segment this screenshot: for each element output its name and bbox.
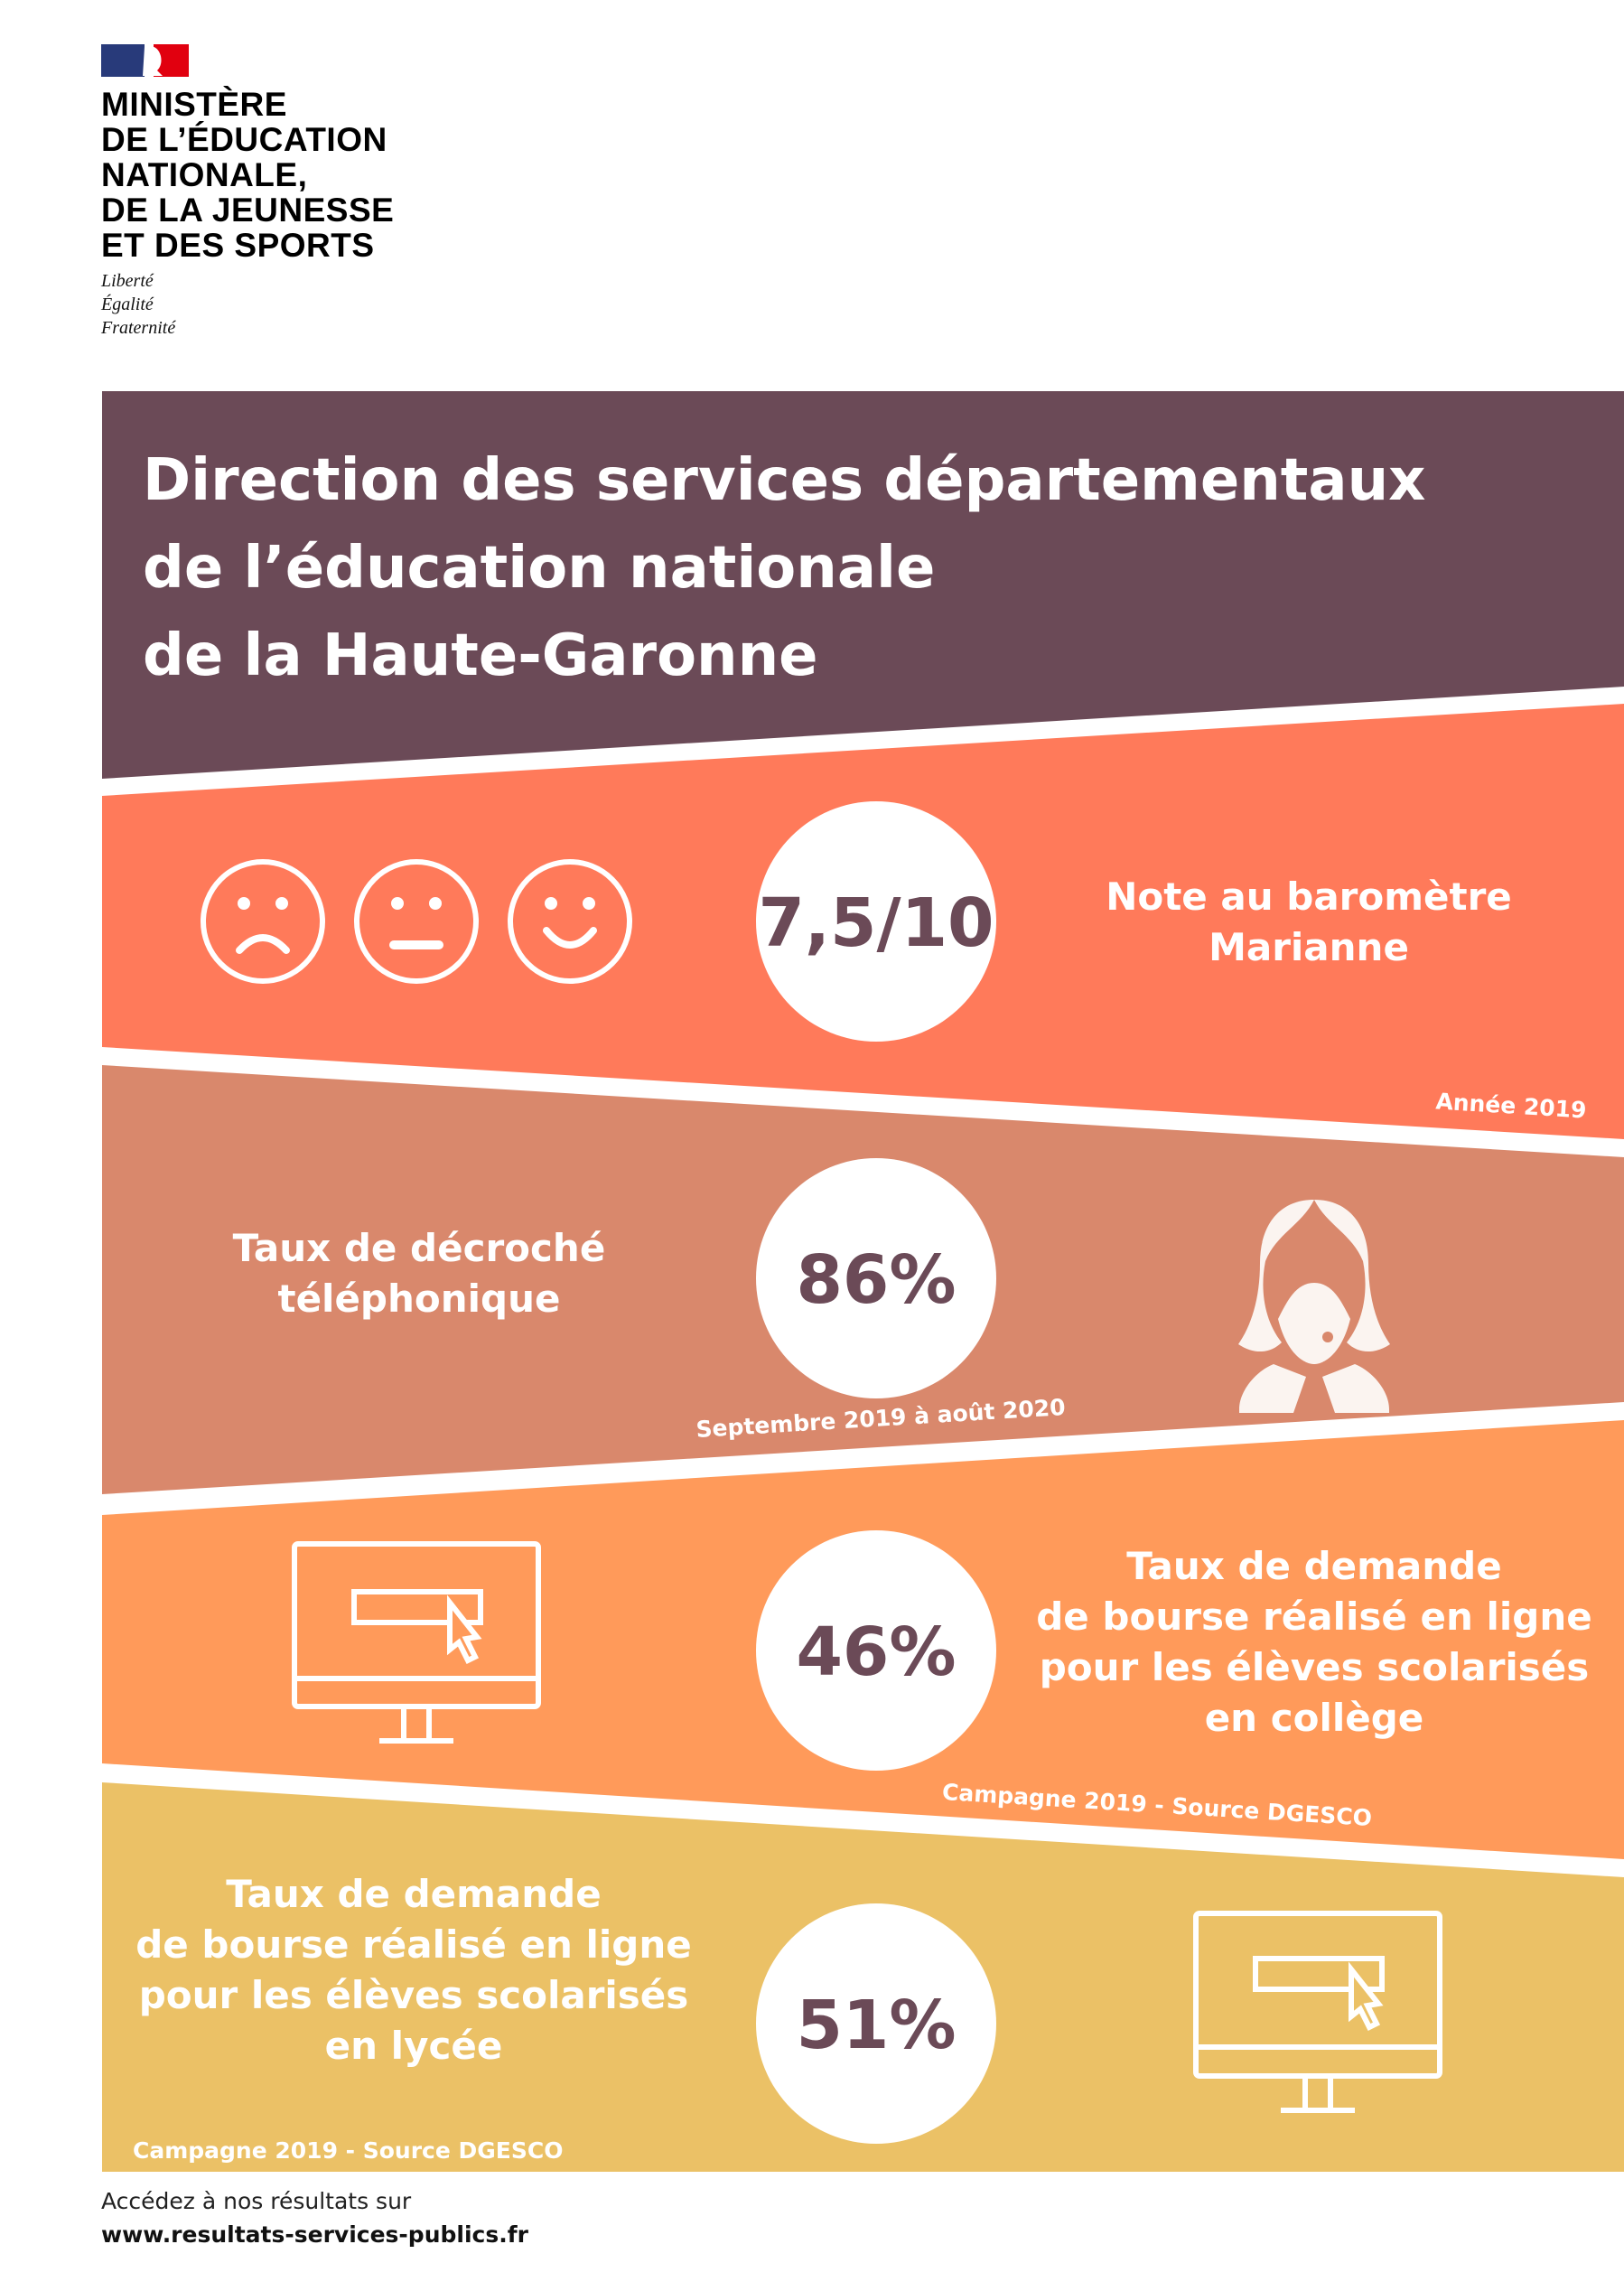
label-line: Note au baromètre (1106, 874, 1512, 919)
header-band (102, 391, 1624, 779)
neutral-face-icon (354, 859, 479, 984)
bourse-lycee-period: Campagne 2019 - Source DGESCO (133, 2137, 564, 2164)
happy-face-icon (508, 859, 632, 984)
bourse-lycee-value: 51% (796, 1987, 957, 2064)
label-line: Taux de demande (226, 1872, 602, 1916)
footer-text: Accédez à nos résultats sur (101, 2188, 412, 2214)
call-center-agent-icon (1238, 1200, 1390, 1413)
value-circle (756, 1903, 996, 2144)
decroche-value: 86% (796, 1241, 957, 1319)
label-line: Taux de décroché (232, 1226, 606, 1270)
sad-face-icon (201, 859, 325, 984)
decroche-label: Taux de décroché téléphonique (233, 1223, 606, 1324)
results-link[interactable]: www.resultats-services-publics.fr (101, 2221, 528, 2248)
label-line: Taux de demande (1126, 1544, 1502, 1588)
ministry-line: DE L’ÉDUCATION (101, 121, 387, 158)
value-circle (756, 1158, 996, 1398)
label-line: Marianne (1209, 925, 1409, 969)
computer-click-icon (1193, 1911, 1442, 2113)
ministry-line: ET DES SPORTS (101, 227, 375, 264)
value-circle (756, 1530, 996, 1771)
title-line: de l’éducation nationale (143, 535, 936, 602)
label-line: en collège (1204, 1696, 1424, 1740)
republic-motto: Liberté Égalité Fraternité (101, 269, 175, 340)
label-line: de bourse réalisé en ligne (1036, 1594, 1592, 1639)
motto-line: Égalité (101, 295, 154, 314)
label-line: pour les élèves scolarisés (1039, 1645, 1590, 1689)
motto-line: Liberté (101, 271, 154, 291)
label-line: en lycée (324, 2024, 503, 2068)
barometre-value: 7,5/10 (758, 884, 994, 962)
barometre-label: Note au baromètre Marianne (1106, 872, 1512, 973)
bourse-college-value: 46% (796, 1613, 957, 1691)
label-line: de bourse réalisé en ligne (135, 1922, 692, 1967)
label-line: téléphonique (277, 1276, 561, 1321)
marianne-flag-logo (101, 44, 189, 77)
label-line: pour les élèves scolarisés (138, 1973, 689, 2017)
value-circle (756, 801, 996, 1042)
bourse-lycee-label: Taux de demande de bourse réalisé en lig… (135, 1869, 692, 2071)
title-line: de la Haute-Garonne (143, 622, 818, 689)
ministry-line: DE LA JEUNESSE (101, 192, 395, 229)
page-title: Direction des services départementaux de… (143, 437, 1425, 700)
bourse-college-label: Taux de demande de bourse réalisé en lig… (1036, 1541, 1592, 1744)
ministry-line: NATIONALE, (101, 156, 308, 193)
ministry-name: MINISTÈRE DE L’ÉDUCATION NATIONALE, DE L… (101, 87, 394, 263)
ministry-line: MINISTÈRE (101, 86, 287, 123)
motto-line: Fraternité (101, 318, 176, 338)
title-line: Direction des services départementaux (143, 447, 1426, 514)
computer-click-icon (292, 1541, 541, 1744)
